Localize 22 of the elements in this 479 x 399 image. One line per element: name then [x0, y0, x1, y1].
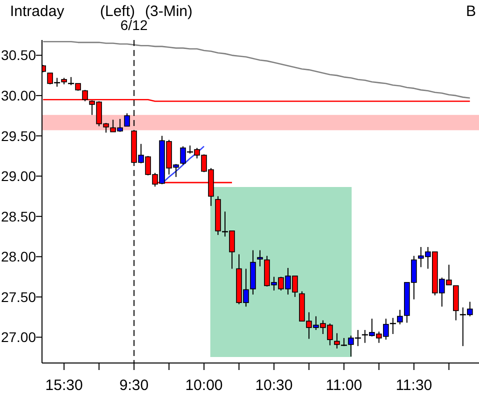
x-tick-label: 15:30 [45, 377, 83, 394]
y-tick-label: 30.00 [0, 87, 36, 104]
x-tick-label: 11:30 [396, 377, 432, 394]
candlestick [124, 112, 130, 127]
text: B [466, 3, 476, 20]
line-series [42, 40, 471, 99]
y-tick-label: 27.00 [0, 329, 36, 346]
candlestick [397, 309, 403, 325]
y-tick-label: 29.50 [0, 128, 36, 144]
y-tick-label: 28.50 [0, 208, 36, 224]
text: (Left) [100, 3, 136, 20]
x-tick-label: 10:00 [185, 377, 223, 394]
y-tick-label: 29.00 [0, 168, 36, 184]
x-tick-label: 11:00 [326, 377, 362, 394]
y-tick-label: 28.00 [0, 248, 36, 265]
candlestick [257, 250, 263, 267]
x-tick-label: 10:30 [255, 377, 293, 394]
text: (3-Min) [145, 3, 192, 20]
y-tick-label: 30.50 [0, 47, 36, 64]
chart-title: Intraday [10, 3, 65, 20]
y-tick-label: 27.50 [0, 288, 36, 305]
x-tick-label: 9:30 [119, 377, 149, 394]
